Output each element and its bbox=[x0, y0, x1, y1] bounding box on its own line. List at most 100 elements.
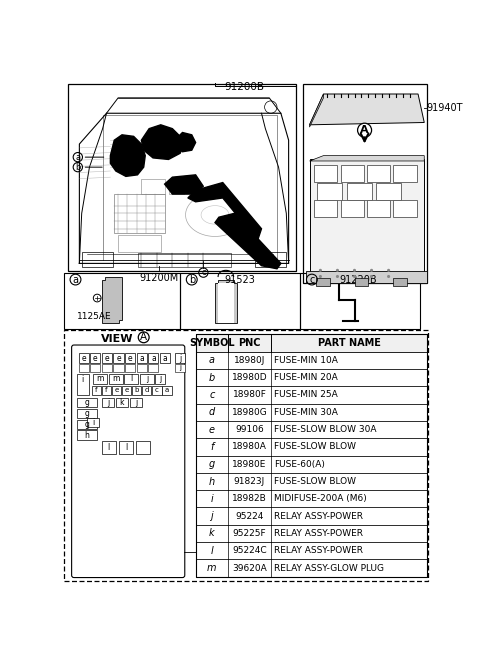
Bar bbox=[376, 183, 401, 200]
Text: FUSE-SLOW BLOW: FUSE-SLOW BLOW bbox=[274, 442, 356, 451]
Bar bbox=[77, 398, 97, 407]
Bar bbox=[124, 373, 138, 384]
Text: l: l bbox=[130, 375, 132, 383]
Bar bbox=[175, 354, 185, 363]
Bar bbox=[340, 165, 364, 182]
Bar bbox=[68, 84, 296, 271]
Text: b: b bbox=[209, 373, 215, 383]
Bar bbox=[116, 398, 128, 407]
Text: j: j bbox=[179, 354, 181, 363]
Polygon shape bbox=[188, 183, 262, 240]
Text: RELAY ASSY-POWER: RELAY ASSY-POWER bbox=[274, 512, 363, 521]
Text: f: f bbox=[105, 388, 108, 394]
Bar bbox=[77, 420, 97, 429]
Polygon shape bbox=[215, 214, 281, 269]
Text: 91220B: 91220B bbox=[339, 274, 377, 284]
Bar bbox=[303, 84, 427, 283]
Bar bbox=[156, 373, 166, 384]
Bar bbox=[77, 430, 97, 440]
Bar bbox=[142, 386, 152, 395]
Bar bbox=[316, 278, 330, 286]
Text: b: b bbox=[134, 388, 139, 394]
Bar bbox=[196, 352, 427, 369]
Bar bbox=[102, 364, 112, 372]
Bar bbox=[196, 386, 427, 403]
Text: h: h bbox=[84, 430, 90, 440]
Circle shape bbox=[387, 269, 390, 272]
Text: e: e bbox=[124, 388, 129, 394]
Bar bbox=[79, 364, 89, 372]
Text: k: k bbox=[209, 529, 215, 538]
Bar bbox=[160, 354, 170, 363]
Bar bbox=[136, 441, 150, 454]
Bar bbox=[137, 364, 147, 372]
Text: MIDIFUSE-200A (M6): MIDIFUSE-200A (M6) bbox=[274, 495, 367, 503]
Text: e: e bbox=[114, 388, 119, 394]
Bar bbox=[102, 354, 112, 363]
Bar bbox=[162, 386, 172, 395]
Text: l: l bbox=[211, 546, 213, 556]
Text: e: e bbox=[209, 424, 215, 434]
Text: FUSE-SLOW BLOW: FUSE-SLOW BLOW bbox=[274, 477, 356, 486]
Polygon shape bbox=[142, 125, 184, 159]
Text: FUSE-MIN 30A: FUSE-MIN 30A bbox=[274, 407, 338, 417]
Polygon shape bbox=[310, 94, 424, 125]
Text: i: i bbox=[211, 494, 213, 504]
Bar bbox=[196, 473, 427, 490]
Bar bbox=[152, 386, 162, 395]
Bar bbox=[125, 354, 135, 363]
Polygon shape bbox=[310, 94, 324, 127]
Text: A: A bbox=[140, 332, 147, 343]
Text: j: j bbox=[179, 365, 181, 371]
Circle shape bbox=[353, 275, 356, 278]
Bar bbox=[90, 364, 100, 372]
Bar bbox=[90, 354, 100, 363]
Bar bbox=[306, 271, 427, 283]
Bar bbox=[367, 165, 390, 182]
Text: FUSE-60(A): FUSE-60(A) bbox=[274, 460, 325, 469]
Text: 18982B: 18982B bbox=[232, 495, 267, 503]
Bar bbox=[196, 542, 427, 559]
Bar bbox=[148, 364, 158, 372]
Text: a: a bbox=[163, 354, 168, 363]
Bar bbox=[130, 398, 142, 407]
Circle shape bbox=[370, 275, 373, 278]
Text: b: b bbox=[189, 274, 195, 284]
Text: l: l bbox=[125, 443, 127, 452]
Text: e: e bbox=[81, 354, 86, 363]
Bar bbox=[367, 200, 390, 217]
Polygon shape bbox=[102, 277, 122, 323]
Bar bbox=[314, 200, 337, 217]
Text: 91200B: 91200B bbox=[225, 82, 264, 92]
Text: m: m bbox=[96, 375, 104, 383]
Bar bbox=[102, 398, 114, 407]
Text: a: a bbox=[209, 355, 215, 365]
Text: VIEW: VIEW bbox=[101, 334, 133, 345]
Text: d: d bbox=[144, 388, 149, 394]
Text: 1125AE: 1125AE bbox=[77, 312, 112, 321]
Circle shape bbox=[387, 275, 390, 278]
Text: c: c bbox=[209, 390, 215, 400]
Bar bbox=[196, 525, 427, 542]
Bar bbox=[196, 455, 427, 473]
Circle shape bbox=[319, 275, 322, 278]
Bar bbox=[196, 369, 427, 386]
Text: e: e bbox=[128, 354, 132, 363]
Circle shape bbox=[370, 269, 373, 272]
Bar bbox=[87, 418, 99, 428]
Bar bbox=[82, 252, 113, 267]
Text: 18980G: 18980G bbox=[232, 407, 267, 417]
Polygon shape bbox=[110, 135, 145, 176]
Text: j: j bbox=[145, 375, 148, 383]
Bar bbox=[118, 235, 161, 252]
Text: j: j bbox=[107, 398, 109, 407]
Bar bbox=[102, 441, 116, 454]
Bar bbox=[93, 373, 107, 384]
Text: 91940T: 91940T bbox=[427, 103, 463, 113]
Text: RELAY ASSY-POWER: RELAY ASSY-POWER bbox=[274, 529, 363, 538]
Bar bbox=[64, 273, 180, 329]
Bar bbox=[119, 441, 133, 454]
Bar bbox=[310, 159, 424, 283]
Text: h: h bbox=[209, 476, 215, 487]
Text: g: g bbox=[209, 459, 215, 469]
